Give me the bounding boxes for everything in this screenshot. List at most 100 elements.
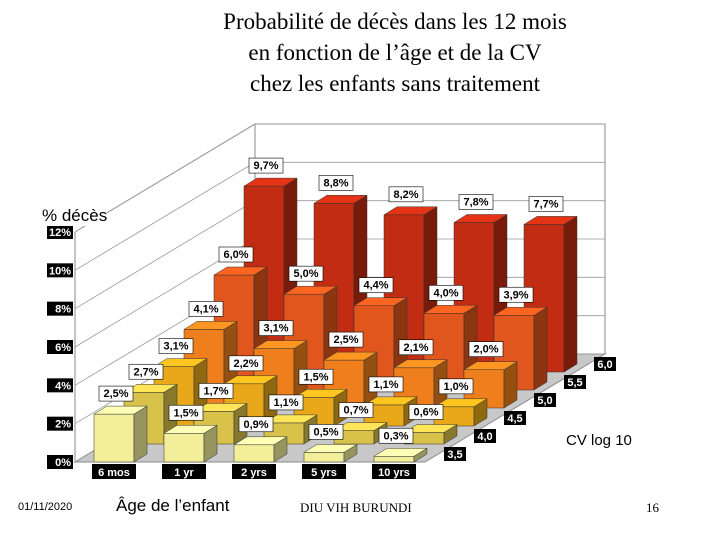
depth-label-box [534, 393, 556, 407]
data-label-box [458, 194, 494, 210]
bar-front [163, 433, 205, 463]
y-tick-label: 4% [55, 380, 71, 392]
data-label-box [298, 368, 334, 385]
y-axis-label: % décès [42, 206, 108, 226]
data-label-box [128, 363, 164, 380]
data-label-box [98, 385, 134, 402]
bar-front [303, 452, 345, 463]
data-label-box [268, 394, 304, 411]
data-label-box [438, 378, 474, 395]
bar-top [313, 195, 368, 204]
depth-label: 4,5 [507, 413, 522, 425]
data-label-box [168, 404, 204, 421]
page-number: 16 [646, 500, 659, 515]
y-tick-label: 12% [49, 227, 71, 239]
data-label: 0,6% [413, 407, 438, 419]
data-label-box [158, 338, 194, 354]
bar-top [93, 405, 148, 415]
data-label: 1,1% [273, 397, 298, 409]
bar-top [493, 307, 548, 316]
bar-top [373, 448, 428, 457]
y-tick-box [47, 225, 73, 239]
data-label: 1,5% [173, 407, 198, 419]
data-label-box [218, 246, 254, 263]
y-tick-box [47, 455, 73, 469]
data-label-box [468, 341, 504, 357]
category-label: 5 yrs [311, 467, 337, 479]
data-label: 2,5% [103, 388, 128, 400]
footer-center: DIU VIH BURUNDI [300, 500, 412, 515]
category-label-box [372, 464, 416, 479]
data-label-box [228, 355, 264, 372]
data-label-box [328, 331, 364, 348]
data-label-box [198, 383, 234, 399]
bar-top [253, 340, 308, 349]
y-tick-box [47, 378, 73, 393]
data-label: 1,1% [373, 379, 398, 391]
data-label-box [248, 157, 284, 174]
depth-label-box [594, 357, 616, 371]
data-label-box [378, 427, 414, 444]
depth-label-box [444, 447, 466, 461]
data-label: 1,7% [203, 385, 228, 397]
data-label: 7,7% [533, 198, 558, 210]
category-label-box [232, 464, 276, 479]
data-label: 1,0% [443, 381, 468, 393]
depth-label: 5,5 [567, 377, 582, 389]
depth-axis-label: CV log 10 [566, 432, 632, 449]
depth-label: 5,0 [537, 395, 552, 407]
bar-top [323, 351, 378, 361]
bar-top [433, 398, 488, 408]
depth-label-box [474, 429, 496, 443]
bar-top [403, 424, 458, 433]
data-label-box [498, 286, 534, 303]
category-label-box [302, 464, 346, 479]
gridline [74, 123, 605, 233]
depth-label-box [504, 411, 526, 425]
data-label-box [408, 404, 444, 420]
y-tick-label: 0% [55, 457, 71, 469]
title-line-1: Probabilité de décès dans les 12 mois [223, 9, 567, 34]
bar-top [283, 285, 338, 295]
footer-date: 01/11/2020 [18, 501, 73, 513]
data-label: 2,7% [133, 366, 158, 378]
data-label-box [238, 416, 274, 433]
data-label: 8,2% [393, 189, 418, 201]
data-label-box [368, 376, 404, 393]
data-label-box [338, 402, 374, 418]
data-label: 9,7% [253, 160, 278, 172]
data-label-box [358, 277, 394, 293]
data-label: 7,8% [463, 197, 488, 209]
data-label: 4,1% [193, 303, 218, 315]
data-label-box [308, 424, 344, 440]
bar-top [423, 305, 478, 314]
data-label: 4,0% [433, 287, 458, 299]
y-tick-label: 8% [55, 304, 71, 316]
data-label: 5,0% [293, 268, 318, 280]
data-label-box [528, 196, 564, 212]
bar-top [223, 375, 278, 385]
category-label-box [162, 464, 206, 479]
data-label: 4,4% [363, 280, 388, 292]
bar-top [453, 214, 508, 223]
data-label-box [288, 265, 324, 282]
data-label: 0,3% [383, 430, 408, 442]
y-tick-label: 10% [49, 265, 71, 277]
data-label-box [388, 186, 424, 203]
data-label: 0,5% [313, 426, 338, 438]
bar-top [293, 389, 348, 398]
bar-top [163, 425, 218, 434]
bar-front [93, 413, 135, 463]
data-label: 2,0% [473, 344, 498, 356]
data-label: 8,8% [323, 177, 348, 189]
depth-label: 6,0 [597, 359, 612, 371]
bar-front [373, 456, 415, 463]
bar-top [383, 206, 438, 216]
bar-top [393, 359, 448, 369]
data-label: 2,5% [333, 334, 358, 346]
y-tick-label: 6% [55, 342, 71, 354]
y-tick-box [47, 263, 73, 278]
bar-top [153, 358, 208, 367]
data-label: 2,1% [403, 342, 428, 354]
